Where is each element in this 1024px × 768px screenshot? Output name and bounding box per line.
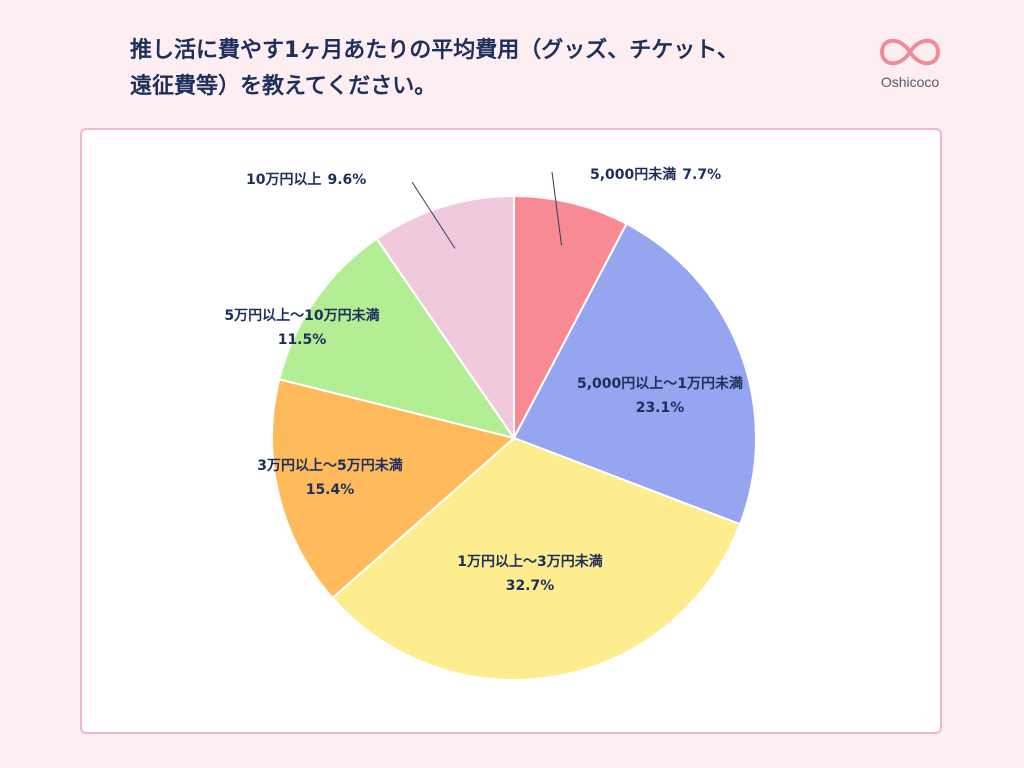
slice-label-50000-to-100000: 5万円以上〜10万円未満 11.5% xyxy=(224,308,380,348)
pie-slice-over-100000 xyxy=(375,194,515,442)
slice-label-over-100000: 10万円以上 9.6% xyxy=(246,172,367,188)
chart-title-line2: 遠征費等）を教えてください。 xyxy=(130,74,437,99)
brand-logo: Oshicoco xyxy=(870,32,950,102)
pie-slice-under-5000 xyxy=(513,194,628,439)
chart-card: 5,000円未満 7.7% 5,000円以上〜1万円未満 23.1% 1万円以上〜3… xyxy=(80,128,942,734)
chart-title: 推し活に費やす1ヶ月あたりの平均費用（グッズ、チケット、 遠征費等）を教えてくだ… xyxy=(130,33,850,105)
slice-label-5000-to-10000: 5,000円以上〜1万円未満 23.1% xyxy=(576,376,744,416)
pie-slice-30000-to-50000 xyxy=(271,378,517,600)
leader-line-over-100000 xyxy=(411,181,456,249)
chart-title-line1: 推し活に費やす1ヶ月あたりの平均費用（グッズ、チケット、 xyxy=(130,38,739,63)
leader-line-under-5000 xyxy=(551,171,563,246)
brand-name: Oshicoco xyxy=(880,74,940,90)
slice-label-under-5000: 5,000円未満 7.7% xyxy=(590,167,722,183)
pie-slice-5000-to-10000 xyxy=(512,222,757,526)
pie-slice-10000-to-30000 xyxy=(331,436,742,681)
infinity-logo-icon xyxy=(880,38,940,66)
slice-label-30000-to-50000: 3万円以上〜5万円未満 15.4% xyxy=(257,458,403,498)
pie-chart xyxy=(271,171,757,681)
pie-slice-50000-to-100000 xyxy=(278,237,517,440)
slice-label-10000-to-30000: 1万円以上〜3万円未満 32.7% xyxy=(457,554,603,594)
